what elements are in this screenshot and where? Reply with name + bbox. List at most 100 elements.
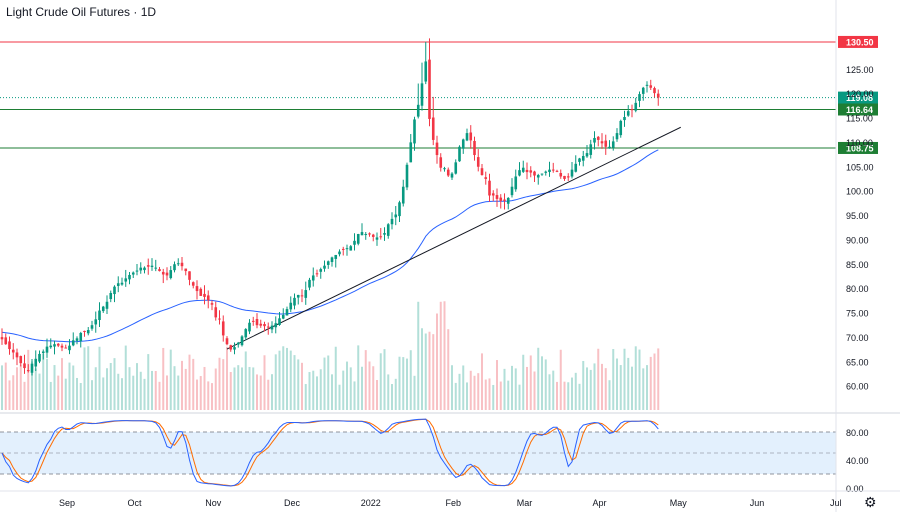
volume-bar: [409, 350, 412, 410]
volume-bar: [424, 333, 427, 410]
volume-bar: [582, 360, 585, 410]
candle-body: [315, 273, 319, 275]
stochastic-tick-label: 80.00: [846, 428, 869, 438]
volume-bar: [19, 364, 22, 410]
volume-bar: [496, 360, 498, 410]
price-tick-label: 110.00: [846, 138, 873, 148]
candle-body: [165, 272, 169, 276]
candle-body: [30, 363, 34, 373]
candle-body: [630, 109, 634, 111]
candle-body: [506, 197, 510, 204]
time-tick-label: Jun: [750, 498, 765, 508]
candle-body: [120, 282, 124, 285]
candle-body: [139, 267, 143, 271]
candle-body: [356, 234, 360, 244]
volume-bar: [282, 346, 285, 410]
volume-bar: [338, 384, 341, 410]
candle-body: [158, 269, 161, 272]
volume-bar: [514, 368, 517, 410]
volume-bar: [1, 365, 3, 410]
candle-body: [109, 293, 113, 300]
candle-body: [266, 326, 270, 328]
price-tick-label: 90.00: [846, 235, 869, 245]
candle-body: [71, 340, 75, 346]
volume-bar: [589, 369, 592, 410]
price-level-label: 130.50: [846, 37, 874, 47]
candle-body: [311, 275, 315, 281]
volume-bar: [616, 358, 618, 410]
candle-body: [274, 323, 278, 328]
candle-body: [428, 59, 431, 119]
candle-body: [11, 349, 15, 353]
candle-body: [653, 88, 656, 94]
price-tick-label: 70.00: [846, 333, 869, 343]
candle-body: [150, 265, 154, 267]
candle-body: [533, 171, 536, 176]
candle-body: [443, 168, 446, 170]
volume-bar: [53, 365, 56, 410]
volume-bar: [214, 368, 217, 410]
candle-body: [304, 290, 308, 298]
candle-body: [548, 169, 551, 173]
candle-body: [41, 351, 45, 354]
volume-bar: [76, 377, 78, 410]
volume-bar: [612, 349, 615, 410]
volume-bar: [376, 379, 378, 410]
candle-body: [649, 85, 653, 88]
price-level-label: 119.08: [846, 93, 873, 103]
price-tick-label: 85.00: [846, 260, 869, 270]
candle-body: [191, 282, 195, 286]
gear-icon[interactable]: ⚙: [864, 494, 877, 510]
volume-bar: [484, 379, 487, 410]
candle-body: [19, 356, 23, 364]
time-tick-label: Nov: [205, 498, 222, 508]
candle-body: [124, 278, 128, 282]
candle-body: [375, 237, 379, 240]
candle-body: [641, 87, 645, 94]
volume-bar: [34, 368, 37, 410]
candle-body: [368, 233, 371, 235]
candle-body: [473, 140, 476, 156]
candle-body: [60, 345, 64, 348]
volume-bar: [196, 379, 198, 410]
candle-body: [518, 170, 521, 176]
volume-bar: [297, 359, 300, 410]
candle-body: [585, 153, 589, 157]
volume-bar: [304, 384, 307, 410]
volume-bar: [406, 358, 408, 410]
candle-body: [600, 141, 604, 144]
volume-bar: [308, 372, 311, 410]
candle-body: [229, 345, 233, 350]
time-tick-label: May: [670, 498, 688, 508]
candle-body: [135, 270, 139, 272]
volume-bar: [537, 347, 540, 410]
time-tick-label: Oct: [127, 498, 142, 508]
candle-body: [656, 93, 660, 98]
volume-bar: [102, 377, 105, 410]
candle-body: [83, 330, 86, 332]
volume-bar: [226, 346, 228, 410]
candle-body: [563, 175, 566, 179]
volume-bar: [608, 380, 611, 410]
price-tick-label: 120.00: [846, 89, 874, 99]
volume-bar: [552, 370, 555, 410]
candle-body: [244, 329, 248, 338]
candle-body: [263, 324, 266, 327]
volume-bar: [147, 354, 150, 410]
candle-body: [634, 102, 638, 111]
candle-body: [611, 141, 615, 148]
candle-body: [221, 321, 225, 336]
volume-bar: [556, 381, 558, 410]
volume-bar: [421, 328, 423, 410]
volume-bar: [458, 373, 461, 410]
volume-bar: [402, 357, 405, 410]
volume-bar: [184, 368, 187, 410]
price-level-label: 116.64: [846, 105, 873, 115]
volume-bar: [593, 363, 596, 410]
volume-bar: [454, 382, 457, 410]
volume-bar: [353, 381, 356, 410]
candle-body: [206, 295, 210, 301]
volume-bar: [492, 384, 495, 410]
